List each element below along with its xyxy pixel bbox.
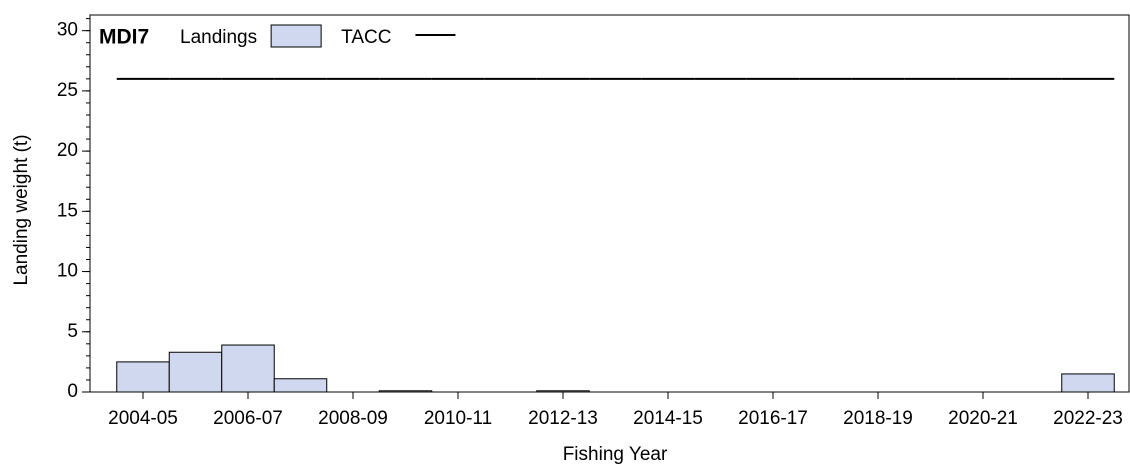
bar — [1061, 373, 1115, 393]
x-axis-title: Fishing Year — [563, 444, 668, 465]
bar — [536, 390, 590, 393]
y-tick-label: 20 — [57, 140, 78, 161]
x-tick-label: 2012-13 — [528, 408, 598, 429]
y-tick-label: 10 — [57, 261, 78, 282]
y-tick-label: 25 — [57, 80, 78, 101]
x-tick-label: 2008-09 — [318, 408, 388, 429]
x-tick-label: 2006-07 — [213, 408, 283, 429]
legend-swatch — [270, 24, 322, 48]
x-tick-label: 2004-05 — [108, 408, 178, 429]
x-tick-label: 2020-21 — [948, 408, 1018, 429]
legend-label: Landings — [180, 27, 257, 48]
y-tick-label: 15 — [57, 200, 78, 221]
chart-title: MDI7 — [99, 26, 149, 49]
x-tick-label: 2016-17 — [738, 408, 808, 429]
bar — [378, 390, 433, 393]
bar — [273, 378, 328, 393]
y-tick-label: 30 — [57, 20, 78, 41]
x-tick-label: 2022-23 — [1053, 408, 1123, 429]
bar — [221, 344, 275, 393]
x-tick-label: 2018-19 — [843, 408, 913, 429]
legend-label: TACC — [341, 27, 391, 48]
y-axis-title: Landing weight (t) — [11, 134, 32, 285]
y-tick-label: 5 — [67, 321, 78, 342]
y-tick-label: 0 — [67, 381, 78, 402]
x-tick-label: 2014-15 — [633, 408, 703, 429]
bar — [116, 361, 170, 393]
plot-frame — [89, 14, 1130, 393]
x-tick-label: 2010-11 — [424, 408, 492, 429]
bar — [168, 351, 223, 393]
